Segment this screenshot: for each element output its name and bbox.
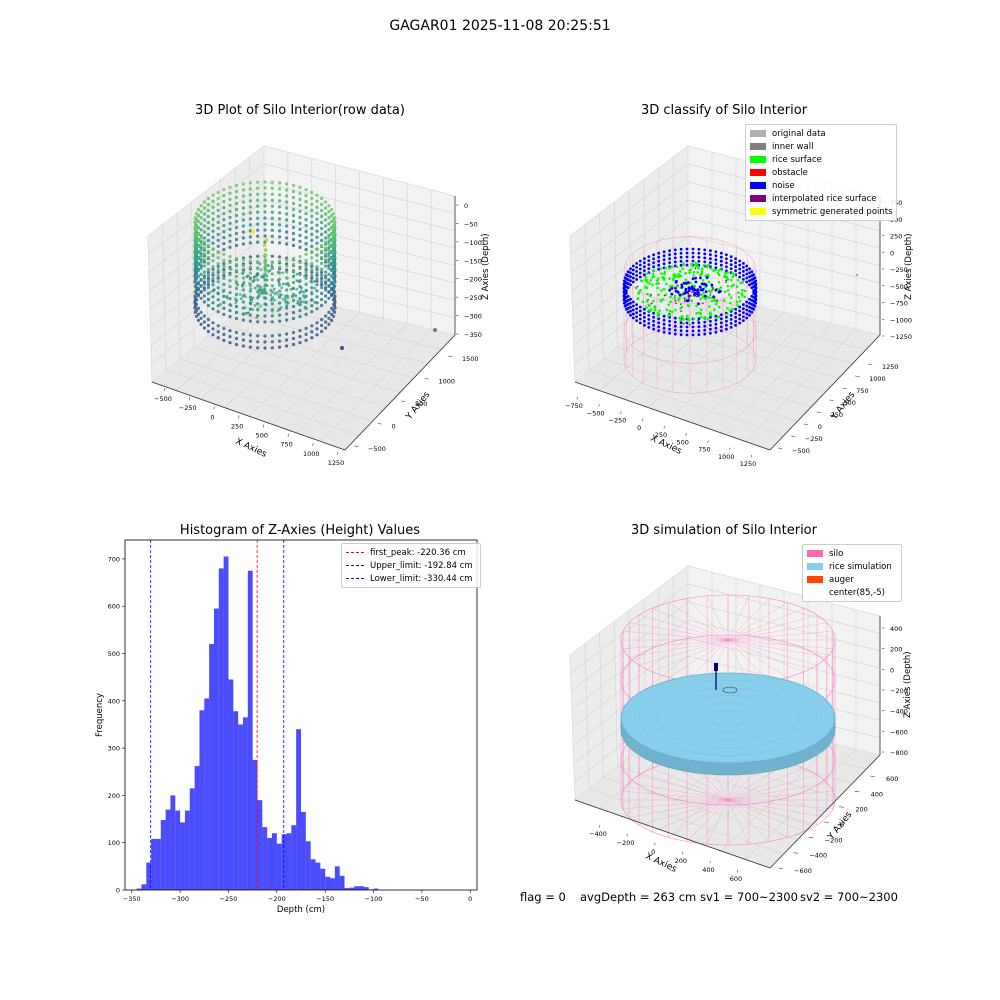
legend-swatch — [807, 589, 823, 596]
rice-simulation-surface — [621, 673, 835, 763]
simulation-zlabel: Z Axies (Depth) — [903, 651, 913, 718]
simulation-y-tick-label: −600 — [794, 867, 812, 875]
simulation-x-tick-label: 400 — [702, 866, 714, 874]
simulation-x-tick-label: −400 — [589, 830, 607, 838]
simulation-y-tick-mark — [870, 776, 875, 777]
simulation-y-tick-mark — [839, 807, 844, 808]
simulation-y-tick-label: 400 — [871, 790, 883, 798]
simulation-legend: silo rice simulation auger center(85,-5) — [802, 544, 902, 602]
simulation-y-tick-mark — [809, 837, 814, 838]
legend-swatch — [807, 550, 823, 557]
simulation-z-tick-label: −800 — [890, 749, 908, 757]
simulation-x-tick-mark — [682, 852, 683, 854]
legend-label: rice simulation — [829, 562, 892, 572]
legend-label: silo — [829, 549, 843, 559]
legend-item: silo — [807, 547, 897, 560]
simulation-z-tick-label: 0 — [890, 666, 894, 674]
simulation-x-tick-mark — [655, 843, 656, 845]
simulation-y-tick-label: 200 — [855, 806, 867, 814]
simulation-z-tick-label: 400 — [890, 625, 902, 633]
legend-label: center(85,-5) — [829, 588, 885, 598]
legend-item: rice simulation — [807, 560, 897, 573]
sv1-text: sv1 = 700~2300 — [700, 890, 798, 904]
auger — [714, 663, 718, 671]
simulation-y-tick-label: −400 — [809, 852, 827, 860]
simulation-x-tick-label: 200 — [675, 857, 687, 865]
simulation-z-tick-label: −600 — [890, 728, 908, 736]
simulation-y-tick-mark — [824, 822, 829, 823]
simulation-x-tick-mark — [627, 834, 628, 836]
simulation-z-tick-label: 200 — [890, 646, 902, 654]
simulation-x-tick-mark — [737, 870, 738, 872]
simulation-xlabel: X Axies — [644, 852, 679, 875]
legend-swatch — [807, 563, 823, 570]
flag-text: flag = 0 — [520, 890, 566, 904]
simulation-y-tick-mark — [855, 791, 860, 792]
legend-label: auger — [829, 575, 854, 585]
simulation-x-tick-label: 600 — [730, 875, 742, 883]
simulation-y-tick-mark — [793, 853, 798, 854]
simulation-y-tick-label: 600 — [886, 775, 898, 783]
simulation-x-tick-mark — [599, 825, 600, 827]
simulation-x-tick-label: −200 — [617, 839, 635, 847]
simulation-y-tick-mark — [778, 868, 783, 869]
sv2-text: sv2 = 700~2300 — [800, 890, 898, 904]
simulation-x-tick-mark — [710, 861, 711, 863]
avg-depth-text: avgDepth = 263 cm — [580, 890, 696, 904]
legend-item: auger — [807, 573, 897, 586]
legend-item: center(85,-5) — [807, 586, 897, 599]
legend-swatch — [807, 576, 823, 583]
